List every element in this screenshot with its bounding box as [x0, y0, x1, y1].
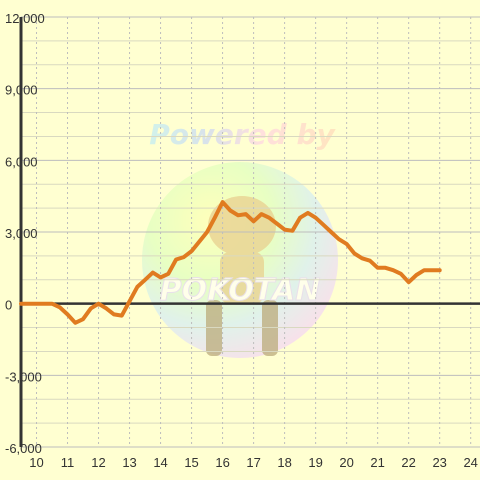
y-tick-label: 9,000: [5, 83, 38, 98]
x-tick-label: 21: [370, 455, 384, 470]
x-tick-label: 17: [246, 455, 260, 470]
y-tick-label: 0: [5, 298, 12, 313]
watermark-disc: [142, 162, 338, 358]
y-tick-label: -3,000: [5, 369, 42, 384]
y-tick-label: 3,000: [5, 226, 38, 241]
x-tick-label: 19: [308, 455, 322, 470]
watermark-text: Powered by: [149, 118, 336, 151]
x-tick-label: 16: [215, 455, 229, 470]
y-tick-label: -6,000: [5, 441, 42, 456]
series-layer: [19, 200, 442, 325]
x-tick-label: 13: [122, 455, 136, 470]
y-tick-label: 6,000: [5, 154, 38, 169]
x-tick-label: 10: [29, 455, 43, 470]
x-tick-label: 14: [153, 455, 167, 470]
tick-labels: -6,000 -3,000 0 3,000 6,000 9,000 12,000 10 11 12…: [5, 11, 478, 470]
x-tick-label: 11: [61, 455, 75, 470]
y-tick-label: 12,000: [5, 11, 45, 26]
x-tick-label: 23: [432, 455, 446, 470]
series-line-0: [19, 200, 442, 325]
grid: [21, 16, 480, 448]
x-tick-label: 22: [401, 455, 415, 470]
x-tick-label: 20: [339, 455, 353, 470]
x-tick-label: 18: [277, 455, 291, 470]
x-tick-label: 24: [463, 455, 477, 470]
x-tick-label: 15: [184, 455, 198, 470]
x-tick-label: 12: [91, 455, 105, 470]
